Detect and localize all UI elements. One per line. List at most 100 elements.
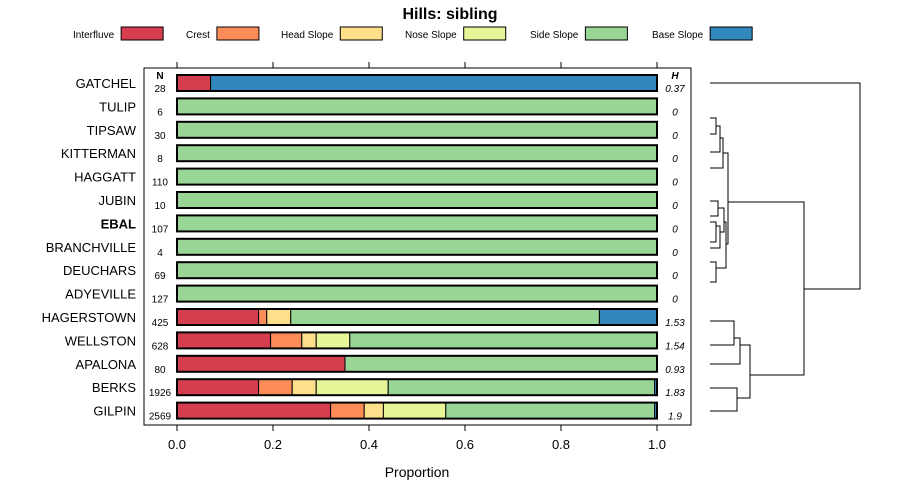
dendrogram-branch: [710, 268, 717, 283]
bar-segment: [301, 331, 317, 349]
bar-outline: [176, 284, 658, 303]
h-value: 1.54: [665, 341, 685, 352]
h-value: 0: [672, 271, 678, 282]
series-label: EBAL: [101, 216, 136, 231]
x-axis-label: Proportion: [385, 464, 450, 480]
bar-segment: [382, 402, 447, 420]
bar-segment: [176, 355, 346, 373]
series-label: GILPIN: [93, 404, 136, 419]
bar-outline: [176, 308, 658, 326]
n-value: 8: [157, 154, 163, 165]
plot-panel: [143, 67, 692, 426]
bar-segment: [315, 378, 389, 396]
x-axis: 0.0 0.2 0.4 0.6 0.8 1.0: [168, 425, 666, 452]
h-value: 0: [672, 107, 678, 118]
n-value: 425: [152, 318, 169, 329]
bar-segment: [598, 308, 658, 326]
dendrogram: [710, 82, 861, 412]
bar-segment: [445, 402, 656, 420]
n-value: 80: [154, 365, 166, 376]
bar-outline: [176, 354, 658, 373]
bar-segment: [176, 121, 658, 139]
legend-label: Crest: [186, 30, 210, 41]
bar-outline: [176, 144, 658, 163]
bar-row: TULIP 6 0: [99, 97, 678, 118]
bar-segment: [270, 331, 303, 349]
bar-segment: [176, 74, 212, 92]
legend-swatch: [120, 26, 164, 41]
n-value: 628: [152, 341, 169, 352]
n-value: 107: [152, 224, 169, 235]
dendrogram-branch: [710, 82, 861, 290]
h-value: 0: [672, 248, 678, 259]
bar-outline: [176, 74, 658, 92]
n-value: 110: [152, 178, 168, 189]
n-value: 28: [154, 84, 166, 95]
bar-segment: [176, 331, 272, 349]
dendrogram-branch: [710, 261, 717, 268]
bar-row: DEUCHARS 69 0: [63, 261, 678, 282]
n-value: 2569: [149, 412, 172, 423]
bar-outline: [176, 214, 658, 233]
bar-segment: [266, 308, 292, 326]
dendrogram-branch: [710, 138, 721, 153]
h-value: 0.93: [665, 365, 685, 376]
dendrogram-branch: [710, 338, 735, 346]
series-label: BERKS: [92, 380, 136, 395]
h-value: 0: [672, 131, 678, 142]
dendrogram-branch: [750, 289, 805, 376]
dendrogram-branch: [710, 345, 741, 365]
series-label: BRANCHVILLE: [46, 240, 137, 255]
plot-frame: [143, 67, 692, 426]
bar-outline: [176, 191, 658, 209]
h-value: 0: [672, 201, 678, 212]
chart-title: Hills: sibling: [402, 6, 497, 23]
n-value: 1926: [149, 388, 172, 399]
h-value: 0.37: [665, 84, 685, 95]
n-value: 30: [154, 131, 166, 142]
h-value: 0: [672, 295, 678, 306]
bar-outline: [176, 237, 658, 256]
legend-label: Interfluve: [73, 30, 115, 41]
bar-row: BERKS 1926 1.83: [92, 378, 685, 399]
legend-swatch: [216, 26, 260, 41]
n-value: 4: [157, 248, 163, 259]
bar-segment: [291, 378, 317, 396]
dendrogram-branch: [710, 226, 717, 243]
n-value: 6: [157, 107, 163, 118]
bar-row: KITTERMAN 8 0: [61, 144, 678, 165]
dendrogram-branch: [710, 221, 725, 233]
bar-outline: [176, 401, 658, 420]
series-label: KITTERMAN: [61, 146, 136, 161]
bar-segment: [176, 238, 658, 256]
series-label: HAGGATT: [74, 170, 136, 185]
legend-label: Head Slope: [281, 30, 334, 41]
dendrogram-branch: [716, 244, 727, 269]
series-label: APALONA: [76, 357, 137, 372]
series-label: GATCHEL: [76, 76, 136, 91]
x-tick-label: 0.2: [264, 437, 282, 452]
x-tick-label: 1.0: [648, 437, 666, 452]
h-value: 0: [672, 154, 678, 165]
n-header: N: [156, 71, 163, 82]
bar-segment: [176, 285, 658, 303]
bar-row: JUBIN 10 0: [98, 191, 678, 212]
series-label: JUBIN: [98, 193, 136, 208]
dendrogram-branch: [710, 153, 724, 169]
n-value: 69: [154, 271, 166, 282]
legend-swatch: [709, 26, 753, 41]
bar-row: HAGERSTOWN 425 1.53: [42, 308, 685, 329]
dendrogram-branch: [710, 117, 729, 202]
bar-outline: [176, 331, 658, 350]
bar-segment: [210, 74, 658, 92]
bar-outline: [176, 167, 658, 186]
legend-label: Base Slope: [652, 30, 704, 41]
bar-row: ADYEVILLE 127 0: [65, 284, 678, 306]
legend-label: Nose Slope: [405, 30, 457, 41]
bar-row: HAGGATT 110 0: [74, 167, 678, 189]
x-tick-label: 0.8: [552, 437, 570, 452]
dendrogram-branch: [728, 201, 805, 289]
series-label: DEUCHARS: [63, 263, 136, 278]
